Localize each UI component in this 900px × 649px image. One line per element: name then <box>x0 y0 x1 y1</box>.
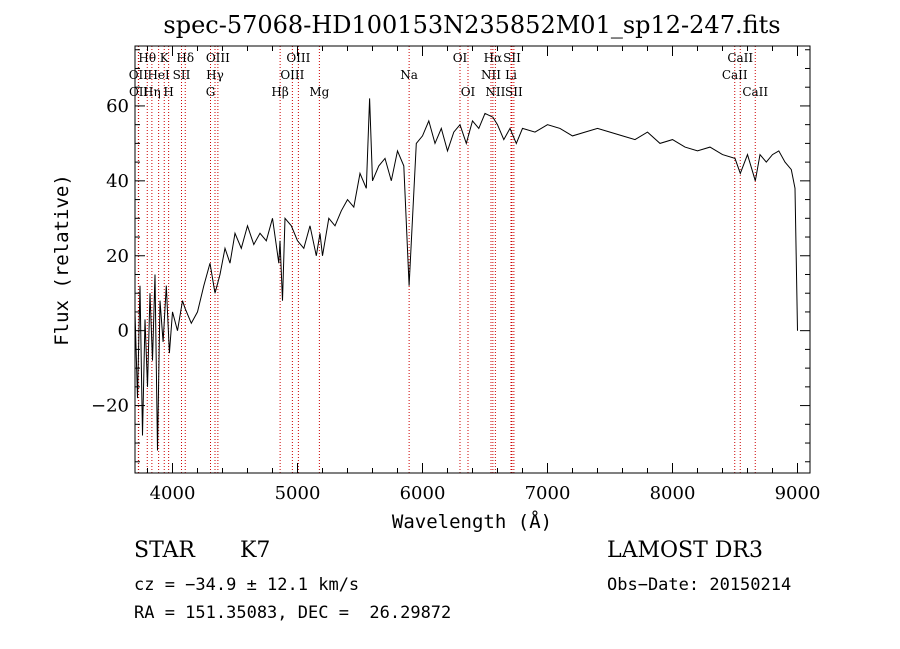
spectral-line-label: OI <box>453 51 468 65</box>
spectral-line-label: OII <box>129 85 149 99</box>
observation-date: Obs−Date: 20150214 <box>607 575 792 595</box>
redshift-velocity: cz = −34.9 ± 12.1 km/s <box>134 575 360 595</box>
y-tick-label: 40 <box>106 171 129 192</box>
y-tick-label: 20 <box>106 246 129 267</box>
x-tick-label: 6000 <box>400 483 446 504</box>
spectral-line-label: CaII <box>742 85 768 99</box>
x-axis-label: Wavelength (Å) <box>392 510 552 533</box>
spectral-line-label: SII <box>173 68 191 82</box>
plot-frame <box>134 45 811 474</box>
spectral-line-label: SII <box>503 51 521 65</box>
spectral-line-label: OIII <box>280 68 304 82</box>
survey-name: LAMOST DR3 <box>607 538 763 563</box>
spectral-line-label: Li <box>505 68 517 82</box>
spectral-line-label: Hβ <box>271 85 288 99</box>
spectral-line-label: HeI <box>147 68 170 82</box>
spectral-line-label: OIII <box>206 51 230 65</box>
spectral-line-label: CaII <box>722 68 748 82</box>
spectral-line-label: CaII <box>727 51 753 65</box>
x-tick-label: 4000 <box>150 483 196 504</box>
spectral-line-markers <box>137 46 756 473</box>
spectral-line-label: Hθ <box>138 51 156 65</box>
spectral-line-label: H <box>163 85 173 99</box>
x-tick-label: 9000 <box>775 483 821 504</box>
spectral-line-label: Na <box>400 68 418 82</box>
spectral-line-label: G <box>206 85 216 99</box>
y-tick-label: 0 <box>118 321 129 342</box>
spectral-line-label: OI <box>461 85 476 99</box>
spectral-line-label: SII <box>505 85 523 99</box>
spectral-line-label: Hγ <box>206 68 224 82</box>
chart-title: spec-57068-HD100153N235852M01_sp12-247.f… <box>163 11 780 39</box>
spectral-line-label: OIII <box>286 51 310 65</box>
spectral-line-label: NII <box>485 85 505 99</box>
object-class: STAR <box>134 538 195 563</box>
spectral-line-label: Hη <box>143 85 161 99</box>
spectrum-series-line <box>134 98 798 451</box>
object-subclass: K7 <box>240 538 271 563</box>
spectral-line-label: Hδ <box>176 51 194 65</box>
spectral-line-label: K <box>160 51 170 65</box>
x-tick-label: 7000 <box>525 483 571 504</box>
spectral-line-label: Mg <box>309 85 329 99</box>
coordinates: RA = 151.35083, DEC = 26.29872 <box>134 603 452 623</box>
x-axis-ticks: 4000 5000 6000 7000 8000 9000 <box>147 46 821 504</box>
spectral-line-label: NII <box>481 68 501 82</box>
y-tick-label: 60 <box>106 96 129 117</box>
spectral-line-label: Hα <box>484 51 503 65</box>
y-axis-ticks: −20 0 20 40 60 <box>91 49 810 463</box>
spectral-line-labels: Hθ OII OII K HeI Hη H Hδ SII OIII Hγ G OIII OIII Hβ Mg N… <box>129 51 769 99</box>
x-tick-label: 8000 <box>650 483 696 504</box>
spectral-line-label: OII <box>129 68 149 82</box>
y-tick-label: −20 <box>91 396 129 417</box>
x-tick-label: 5000 <box>275 483 321 504</box>
y-axis-label: Flux (relative) <box>51 174 73 346</box>
